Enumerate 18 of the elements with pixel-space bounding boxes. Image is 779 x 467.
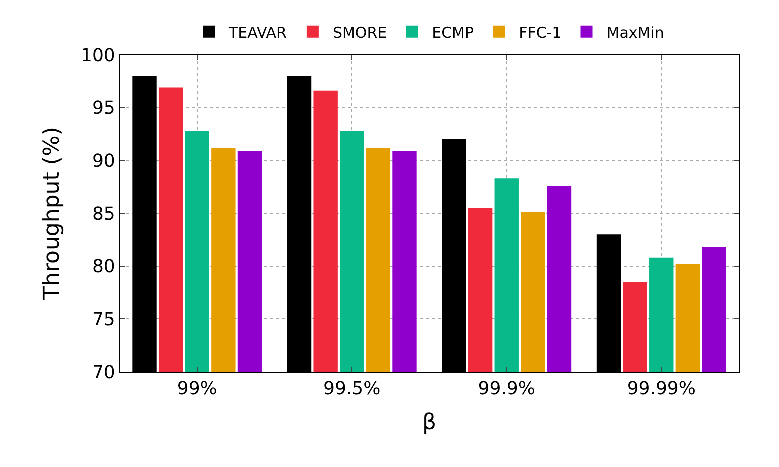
y-tick-label: 85 xyxy=(92,204,116,225)
y-tick-label: 100 xyxy=(81,45,116,66)
legend-label: FFC-1 xyxy=(519,24,562,42)
x-tick-label: 99.5% xyxy=(324,378,381,400)
y-tick-label: 70 xyxy=(92,362,116,384)
x-tick-label: 99.99% xyxy=(627,378,696,400)
x-tick-label: 99.9% xyxy=(478,378,536,400)
legend-label: MaxMin xyxy=(606,24,664,42)
y-tick-label: 75 xyxy=(92,309,116,330)
x-tick-label: 99% xyxy=(177,378,218,400)
legend-label: SMORE xyxy=(332,24,388,42)
legend-label: ECMP xyxy=(432,24,474,42)
y-tick-label: 90 xyxy=(92,150,116,172)
x-axis-title: β xyxy=(422,410,437,436)
legend-label: TEAVAR xyxy=(228,24,287,42)
y-axis-title: Throughput (%) xyxy=(40,127,65,301)
y-tick-label: 95 xyxy=(92,98,116,120)
y-tick-label: 80 xyxy=(92,256,116,278)
